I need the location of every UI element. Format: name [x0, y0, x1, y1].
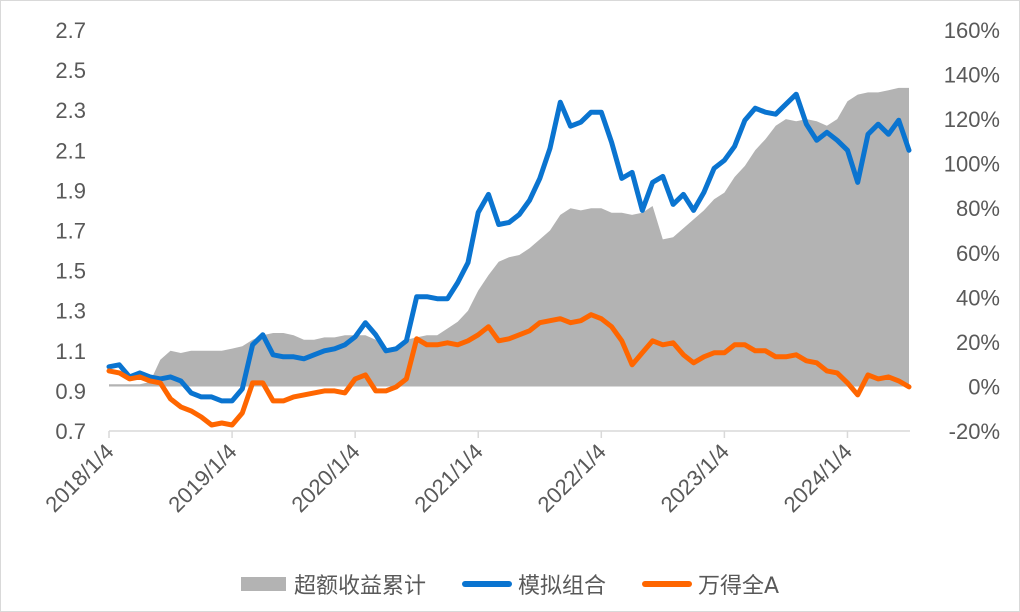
legend-label-wind-a: 万得全A — [697, 574, 780, 599]
y-right-tick-label: 100% — [944, 152, 1000, 177]
legend-label-portfolio: 模拟组合 — [517, 574, 606, 599]
y-right-tick-label: 0% — [968, 374, 1000, 399]
y-left-tick-label: 1.9 — [55, 178, 86, 203]
y-left-tick-label: 2.1 — [55, 138, 86, 163]
y-right-tick-label: 20% — [956, 330, 1000, 355]
y-right-tick-label: 80% — [956, 196, 1000, 221]
portfolio-line — [106, 91, 912, 404]
y-left-tick-label: 2.5 — [55, 58, 86, 83]
legend-swatch-excess — [240, 577, 286, 591]
y-right-tick-label: 40% — [956, 285, 1000, 310]
wind-a-line — [106, 312, 912, 428]
x-tick-label: 2020/1/4 — [286, 439, 364, 517]
x-tick-label: 2021/1/4 — [410, 439, 488, 517]
x-tick-label: 2019/1/4 — [163, 439, 241, 517]
legend-item-excess: 超额收益累计 — [240, 568, 426, 600]
y-right-tick-label: -20% — [949, 419, 1000, 444]
x-tick-label: 2024/1/4 — [779, 439, 857, 517]
line-layer — [106, 91, 912, 428]
y-left-tick-label: 2.3 — [55, 98, 86, 123]
legend-swatch-wind-a — [641, 581, 692, 587]
legend-item-wind-a: 万得全A — [641, 568, 780, 600]
y-right-tick-label: 120% — [944, 107, 1000, 132]
y-left-tick-label: 0.7 — [55, 419, 86, 444]
x-tick-label: 2018/1/4 — [40, 439, 118, 517]
y-left-tick-label: 1.3 — [55, 299, 86, 324]
y-right-tick-label: 160% — [944, 18, 1000, 43]
y-left-tick-label: 1.5 — [55, 259, 86, 284]
excess-return-area — [109, 87, 909, 387]
area-layer — [109, 87, 909, 387]
y-right-tick-label: 140% — [944, 63, 1000, 88]
legend-swatch-portfolio — [461, 581, 512, 587]
y-right-tick-label: 60% — [956, 241, 1000, 266]
legend: 超额收益累计 模拟组合 万得全A — [0, 568, 1020, 600]
x-tick-label: 2023/1/4 — [656, 439, 734, 517]
x-tick-label: 2022/1/4 — [533, 439, 611, 517]
legend-item-portfolio: 模拟组合 — [461, 568, 606, 600]
y-left-tick-label: 2.7 — [55, 18, 86, 43]
y-left-tick-label: 1.1 — [55, 339, 86, 364]
y-left-tick-label: 0.9 — [55, 379, 86, 404]
y-left-tick-label: 1.7 — [55, 219, 86, 244]
legend-label-excess: 超额收益累计 — [293, 574, 426, 599]
